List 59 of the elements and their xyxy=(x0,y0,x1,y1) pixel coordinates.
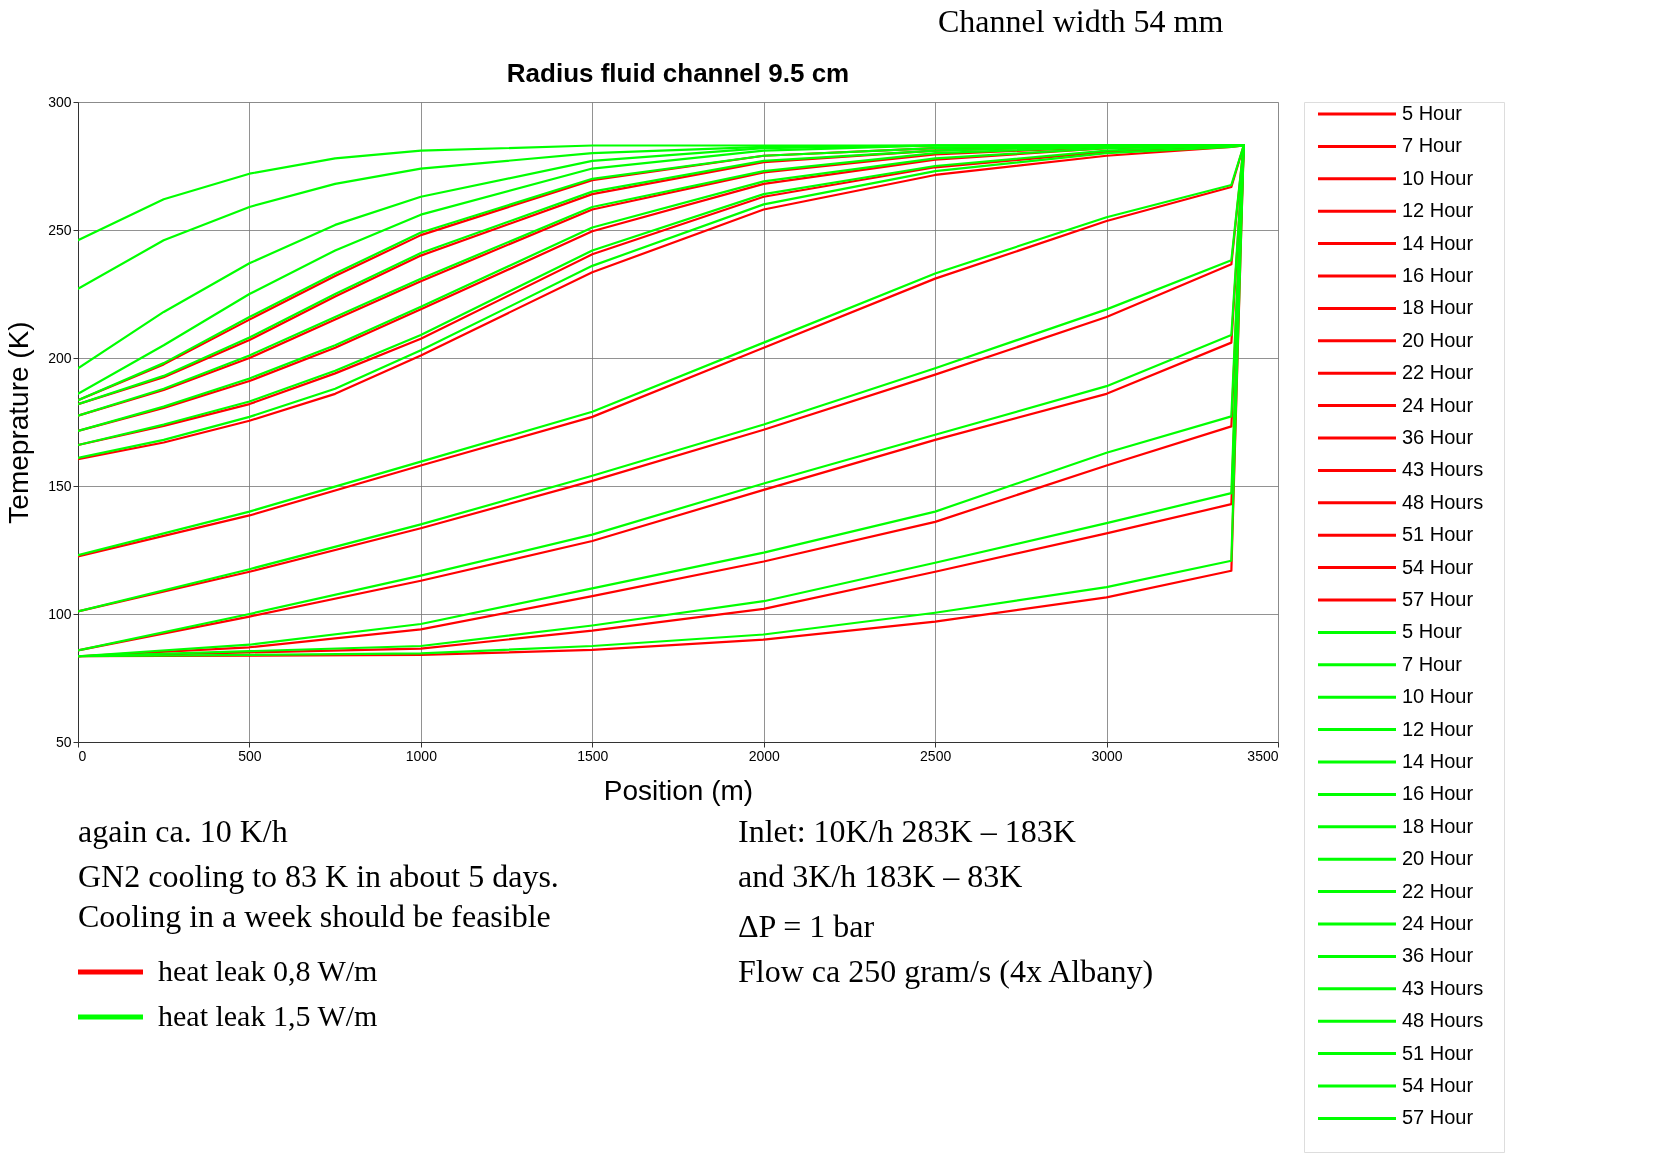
text: ΔP = 1 bar xyxy=(738,908,875,944)
chart-title: Radius fluid channel 9.5 cm xyxy=(506,58,850,88)
legend-label: 10 Hour xyxy=(1402,166,1474,189)
legend-label: 24 Hour xyxy=(1402,393,1474,416)
legend-label: 43 Hours xyxy=(1402,458,1484,481)
y-tick-label: 300 xyxy=(48,93,72,110)
x-tick-label: 2500 xyxy=(920,747,952,764)
legend-label: 7 Hour xyxy=(1402,652,1463,675)
legend-label: 12 Hour xyxy=(1402,717,1474,740)
text: Flow ca 250 gram/s (4x Albany) xyxy=(738,953,1154,989)
text: Inlet: 10K/h 283K – 183K xyxy=(738,813,1076,849)
y-tick-label: 100 xyxy=(48,605,72,622)
legend-label: 48 Hours xyxy=(1402,1009,1484,1032)
legend-label: 57 Hour xyxy=(1402,588,1474,610)
legend-label: 51 Hour xyxy=(1402,523,1474,546)
legend-label: 20 Hour xyxy=(1402,328,1474,351)
text: GN2 cooling to 83 K in about 5 days. xyxy=(78,858,559,894)
x-tick-label: 3000 xyxy=(1091,747,1123,764)
x-tick-label: 0 xyxy=(78,747,87,764)
x-tick-label: 1000 xyxy=(405,747,438,764)
legend-label: 22 Hour xyxy=(1402,879,1474,902)
legend-label: 18 Hour xyxy=(1402,296,1474,319)
text: heat leak 1,5 W/m xyxy=(158,999,378,1032)
legend-label: 16 Hour xyxy=(1402,264,1474,286)
y-tick-label: 200 xyxy=(48,349,72,366)
legend-label: 51 Hour xyxy=(1402,1041,1474,1064)
legend-label: 36 Hour xyxy=(1402,426,1474,448)
legend-label: 36 Hour xyxy=(1402,944,1474,967)
text: and 3K/h 183K – 83K xyxy=(738,858,1023,894)
legend-label: 5 Hour xyxy=(1402,620,1463,643)
y-tick-label: 50 xyxy=(55,733,72,750)
x-tick-label: 500 xyxy=(238,747,262,764)
legend-label: 43 Hours xyxy=(1402,976,1484,999)
legend-label: 54 Hour xyxy=(1402,1074,1474,1096)
legend-label: 18 Hour xyxy=(1402,814,1474,837)
text: Channel width 54 mm xyxy=(938,3,1224,39)
legend-label: 12 Hour xyxy=(1402,199,1474,222)
legend-label: 5 Hour xyxy=(1402,102,1463,124)
y-tick-label: 250 xyxy=(48,221,72,238)
x-tick-label: 2000 xyxy=(748,747,780,764)
text: Cooling in a week should be feasible xyxy=(78,898,551,934)
x-tick-label: 1500 xyxy=(577,747,609,764)
text: heat leak 0,8 W/m xyxy=(158,954,378,987)
legend-label: 54 Hour xyxy=(1402,555,1474,578)
y-axis-title: Temeprature (K) xyxy=(3,321,35,524)
legend-label: 24 Hour xyxy=(1402,912,1474,934)
legend-label: 7 Hour xyxy=(1402,134,1463,157)
legend-label: 14 Hour xyxy=(1402,750,1474,772)
legend-label: 14 Hour xyxy=(1402,231,1474,254)
legend-label: 48 Hours xyxy=(1402,490,1484,513)
text: again ca. 10 K/h xyxy=(78,813,288,849)
legend-label: 10 Hour xyxy=(1402,685,1474,708)
x-axis-title: Position (m) xyxy=(603,774,754,806)
y-tick-label: 150 xyxy=(48,477,72,494)
legend-label: 16 Hour xyxy=(1402,782,1474,805)
legend-label: 20 Hour xyxy=(1402,847,1474,870)
legend-label: 22 Hour xyxy=(1402,361,1474,384)
legend-label: 57 Hour xyxy=(1402,1106,1474,1129)
x-tick-label: 3500 xyxy=(1247,747,1279,764)
